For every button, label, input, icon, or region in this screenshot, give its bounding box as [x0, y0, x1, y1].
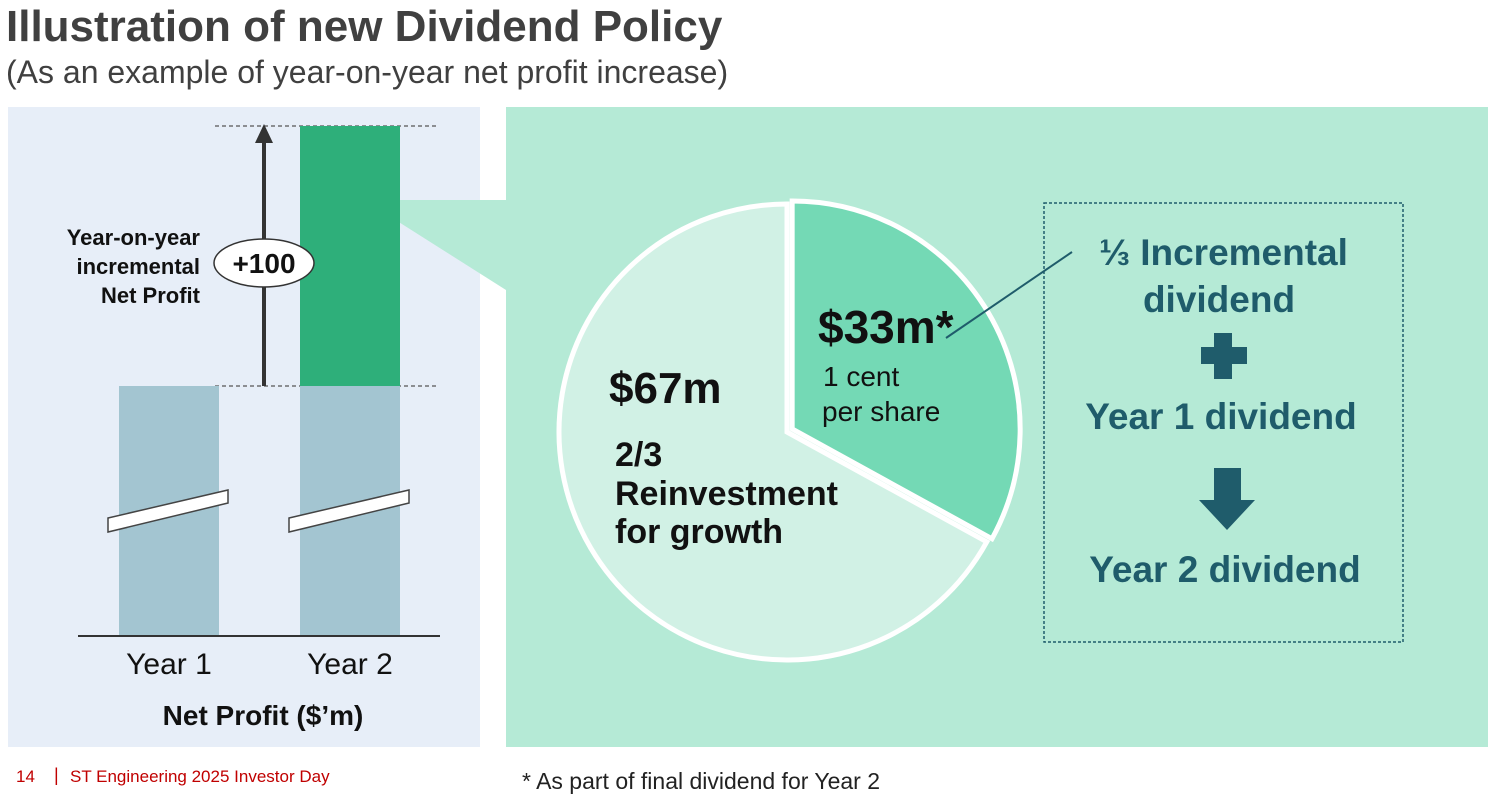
- increment-badge-text: +100: [232, 248, 295, 279]
- pie-sublabel-reinvestment-2: Reinvestment: [615, 475, 838, 513]
- pie-sublabel-reinvestment-1: 2/3: [615, 436, 663, 474]
- formula-box: [1043, 202, 1404, 643]
- x-axis-title: Net Profit ($’m): [162, 700, 364, 731]
- yoy-label-line-2: incremental: [76, 254, 201, 279]
- plus-icon: [1201, 333, 1247, 379]
- axis-break-year-2: [288, 489, 410, 533]
- page-subtitle: (As an example of year-on-year net profi…: [6, 54, 729, 90]
- footer-text: ST Engineering 2025 Investor Day: [70, 767, 330, 786]
- yoy-label-line-1: Year-on-year: [66, 225, 200, 250]
- formula-line-incremental: ⅓ Incremental: [1099, 232, 1348, 273]
- formula-line-year-2: Year 2 dividend: [1089, 549, 1361, 590]
- formula-line-dividend: dividend: [1142, 279, 1296, 320]
- formula-line-year-1: Year 1 dividend: [1085, 396, 1357, 437]
- arrow-down-icon: [1199, 468, 1255, 530]
- increment-badge: [213, 238, 315, 288]
- arrow-up-icon: [255, 124, 273, 143]
- pie-sublabel-dividend-1: 1 cent: [823, 361, 900, 392]
- pie-sublabel-dividend-2: per share: [822, 396, 941, 427]
- pie-label-dividend-amount: $33m*: [818, 301, 954, 353]
- bar-year-2-increment: [300, 126, 400, 386]
- pie-sublabel-reinvestment-3: for growth: [615, 513, 784, 551]
- yoy-label-line-3: Net Profit: [101, 283, 200, 308]
- page-number: 14: [16, 767, 35, 786]
- footer-separator: |: [54, 765, 59, 785]
- axis-break-year-1: [107, 489, 229, 533]
- leader-line: [945, 251, 1073, 339]
- x-tick-year-1: Year 1: [126, 648, 212, 681]
- pie-label-reinvestment-amount: $67m: [609, 364, 722, 413]
- footnote: * As part of final dividend for Year 2: [522, 768, 881, 794]
- x-tick-year-2: Year 2: [307, 648, 393, 681]
- page-title: Illustration of new Dividend Policy: [6, 2, 723, 51]
- pie-slice-dividend: [789, 198, 1023, 543]
- pie-slice-reinvestment: [556, 201, 991, 663]
